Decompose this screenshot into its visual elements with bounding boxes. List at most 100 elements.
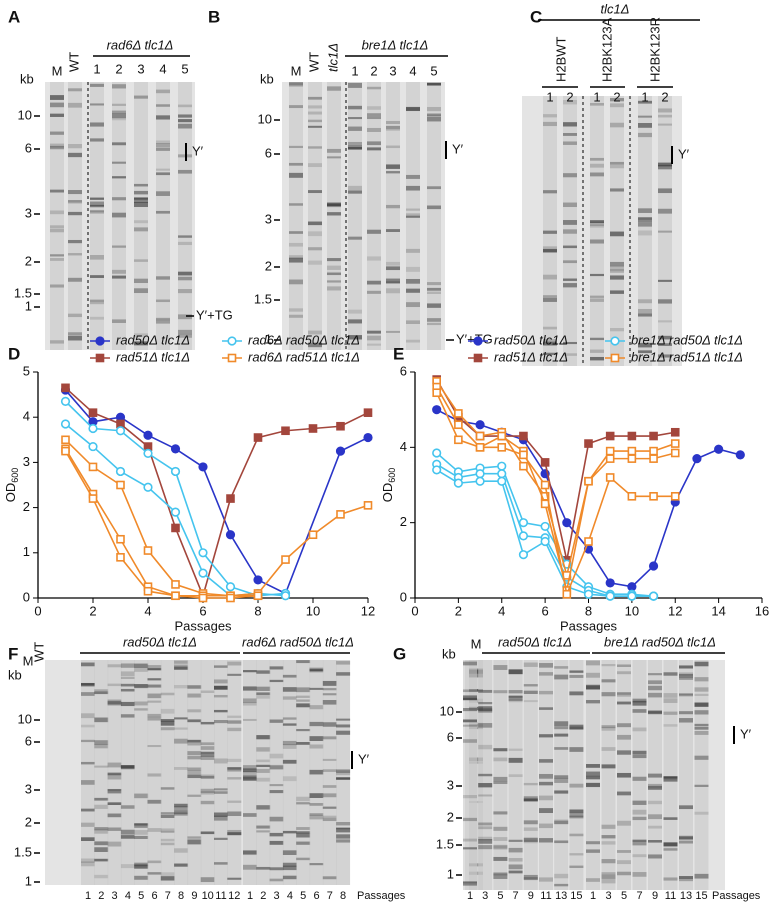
gel-band (367, 335, 381, 341)
data-point (714, 444, 724, 454)
gel-lane (227, 660, 242, 885)
gel-band (178, 289, 192, 294)
size-marker-label: 3 (447, 777, 454, 792)
data-point (605, 578, 615, 588)
data-point (519, 450, 528, 460)
gel-band (178, 241, 192, 246)
gel-band (200, 746, 215, 750)
gel-band (601, 725, 616, 729)
gel-band (694, 723, 709, 727)
gel-band (156, 168, 170, 171)
gel-lane (134, 82, 148, 350)
gel-band (463, 794, 477, 799)
gel-band (289, 82, 303, 86)
gel-band (147, 700, 162, 703)
gel-band (256, 747, 271, 752)
data-point (627, 431, 637, 441)
gel-band (406, 185, 420, 191)
gel-band (348, 185, 362, 191)
data-point (627, 446, 637, 456)
gel-band (68, 152, 82, 158)
lane-number: 1 (546, 89, 553, 104)
gel-band (694, 687, 709, 692)
data-point (475, 443, 485, 452)
gel-band (112, 197, 126, 201)
gel-band (569, 691, 584, 696)
data-point (60, 419, 71, 429)
gel-band (289, 82, 303, 87)
gel-band (523, 662, 538, 667)
gel-band (493, 856, 508, 861)
gel-band (327, 86, 341, 91)
gel-band (214, 862, 228, 865)
gel-band (50, 228, 64, 233)
gel-band (134, 708, 149, 711)
gel-band (309, 863, 324, 866)
gel-band (327, 271, 341, 275)
gel-band (679, 805, 693, 810)
data-point (88, 494, 98, 503)
gel-band (427, 282, 441, 286)
gel-band (493, 845, 508, 849)
gel-band (554, 883, 569, 887)
panel-letter: B (208, 7, 220, 26)
gel-band (214, 837, 228, 840)
gel-band (610, 275, 624, 280)
gel-band (50, 102, 64, 108)
gel-band (134, 684, 149, 689)
gel-band (543, 341, 557, 346)
lane-number: 1 (85, 890, 91, 902)
gel-band (586, 878, 600, 882)
gel-band (112, 212, 126, 218)
gel-band (327, 258, 341, 262)
gel-band (508, 696, 523, 701)
gel-band (386, 266, 400, 271)
gel-band (269, 790, 284, 794)
gel-lane (679, 660, 693, 890)
lane-number: 5 (300, 890, 306, 902)
gel-band (187, 756, 202, 760)
gel-band (214, 665, 228, 668)
gel-band (134, 701, 149, 706)
data-point (336, 510, 345, 519)
lane-number: 10 (202, 890, 214, 902)
gel-band (90, 275, 104, 278)
x-tick-label: 14 (711, 603, 725, 618)
gel-lane (367, 82, 381, 350)
gel-band (658, 299, 672, 304)
data-point (432, 448, 442, 458)
lane-number: 7 (513, 890, 519, 902)
size-marker-label: 3 (25, 781, 32, 796)
lane-number: 12 (228, 890, 240, 902)
gel-band (187, 751, 202, 756)
gel-band (94, 743, 109, 749)
gel-band (269, 816, 284, 822)
gel-band (174, 666, 189, 670)
gel-band (94, 765, 109, 768)
gel-band (632, 776, 647, 781)
gel-band (658, 123, 672, 126)
data-point (627, 491, 637, 501)
gel-band (200, 791, 215, 795)
data-point (170, 444, 181, 454)
y-tick-label: 5 (23, 363, 30, 378)
gel-band (269, 765, 284, 770)
gel-band (160, 842, 175, 846)
gel-band (367, 116, 381, 120)
lane-number: 1 (351, 63, 358, 78)
gel-band (610, 98, 624, 102)
gel-band (367, 330, 381, 334)
data-point (281, 426, 290, 436)
gel-band (648, 673, 662, 676)
gel-band (308, 125, 322, 128)
gel-band (427, 117, 441, 122)
gel-lane (50, 82, 64, 350)
gel-band (539, 707, 553, 710)
gel-band (632, 816, 647, 821)
gel-band (523, 798, 538, 802)
gel-band (134, 333, 148, 337)
gel-band (81, 780, 95, 785)
gel-band (289, 279, 303, 285)
gel-band (120, 676, 135, 680)
